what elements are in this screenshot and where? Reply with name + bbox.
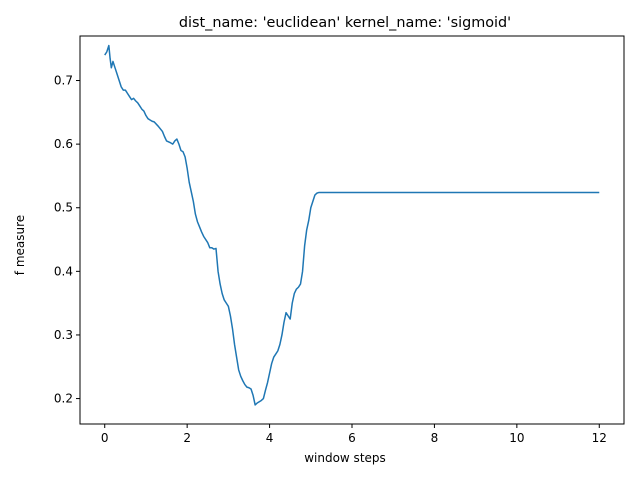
axes-frame: [79, 35, 625, 425]
y-axis-ticks: 0.2 0.3 0.4 0.5 0.6 0.7: [54, 74, 80, 406]
x-tick-label: 0: [101, 431, 109, 445]
x-tick-label: 6: [348, 431, 356, 445]
y-tick-label: 0.6: [54, 137, 73, 151]
y-tick-label: 0.7: [54, 74, 73, 88]
y-tick-label: 0.4: [54, 264, 73, 278]
chart-title: dist_name: 'euclidean' kernel_name: 'sig…: [179, 15, 511, 31]
y-axis-label: f measure: [13, 215, 27, 275]
x-tick-label: 10: [509, 431, 524, 445]
x-axis-label: window steps: [304, 451, 386, 465]
plot-area: [104, 44, 600, 406]
y-tick-label: 0.5: [54, 201, 73, 215]
x-tick-label: 12: [592, 431, 607, 445]
y-tick-label: 0.3: [54, 328, 73, 342]
x-axis-ticks: 0 2 4 6 8 10 12: [101, 424, 607, 445]
series-line: [104, 44, 600, 406]
x-tick-label: 8: [431, 431, 439, 445]
y-tick-label: 0.2: [54, 392, 73, 406]
x-tick-label: 2: [183, 431, 191, 445]
x-tick-label: 4: [266, 431, 274, 445]
